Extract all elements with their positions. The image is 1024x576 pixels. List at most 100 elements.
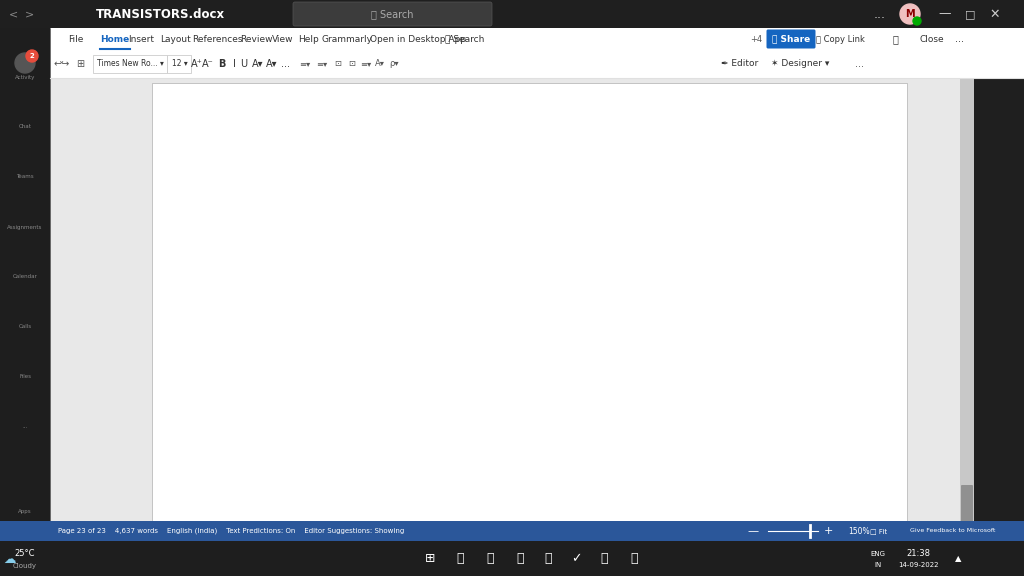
- Text: Open in Desktop App: Open in Desktop App: [370, 35, 466, 44]
- FancyBboxPatch shape: [152, 83, 907, 547]
- Text: 💬: 💬: [600, 552, 608, 566]
- Text: >: >: [26, 9, 35, 19]
- Text: For a certain BJT, β = 50, Iᴄᴇᴏ = 3 μA and Iᴄ = 1.2 mA.  Find Iᴇ and Iᴇ.: For a certain BJT, β = 50, Iᴄᴇᴏ = 3 μA a…: [232, 253, 603, 263]
- FancyBboxPatch shape: [50, 556, 1024, 576]
- Text: <: <: [9, 9, 18, 19]
- Text: ...: ...: [23, 425, 28, 430]
- Text: Help: Help: [18, 544, 32, 548]
- Text: ≡▾: ≡▾: [316, 59, 328, 69]
- FancyBboxPatch shape: [0, 521, 1024, 541]
- Text: View: View: [272, 35, 294, 44]
- Text: 1.: 1.: [184, 157, 194, 166]
- Text: ...: ...: [874, 7, 886, 21]
- Text: current (a) 0 and (b) 40 μA.: current (a) 0 and (b) 40 μA.: [232, 305, 377, 314]
- Text: 🔗 Copy Link: 🔗 Copy Link: [815, 35, 864, 44]
- Text: Insert: Insert: [128, 35, 154, 44]
- Text: 8.: 8.: [184, 401, 194, 411]
- Text: 6.: 6.: [184, 328, 194, 336]
- Text: 🔍: 🔍: [457, 552, 464, 566]
- Circle shape: [15, 53, 35, 73]
- FancyBboxPatch shape: [0, 541, 1024, 576]
- Text: ✶ Designer ▾: ✶ Designer ▾: [771, 59, 829, 69]
- Text: ✓: ✓: [570, 552, 582, 566]
- Text: 125, then what is its collector cutoff current Iᴄᴇᴏ?: 125, then what is its collector cutoff c…: [232, 342, 496, 351]
- Text: IN: IN: [874, 562, 882, 568]
- Text: A⁺: A⁺: [191, 59, 203, 69]
- FancyBboxPatch shape: [50, 28, 1024, 78]
- FancyBboxPatch shape: [767, 29, 815, 48]
- FancyBboxPatch shape: [0, 0, 1024, 28]
- Text: Page 23 of 23    4,637 words    English (India)    Text Predictions: On    Edito: Page 23 of 23 4,637 words English (India…: [58, 528, 404, 535]
- Text: Layout: Layout: [160, 35, 190, 44]
- Text: and then find the percentage of error.: and then find the percentage of error.: [232, 231, 431, 240]
- Circle shape: [913, 17, 921, 25]
- Text: ρ▾: ρ▾: [389, 59, 398, 69]
- FancyBboxPatch shape: [293, 2, 492, 26]
- Text: File: File: [68, 35, 83, 44]
- Text: ✕: ✕: [990, 7, 1000, 21]
- Text: ↩↪: ↩↪: [54, 59, 70, 69]
- FancyBboxPatch shape: [0, 28, 50, 576]
- Text: ⊞: ⊞: [425, 552, 435, 566]
- Text: 150%: 150%: [855, 562, 877, 570]
- Text: A⁻: A⁻: [202, 59, 214, 69]
- Text: 🔒 Share: 🔒 Share: [772, 35, 810, 44]
- Text: emitter current increases from 15 mA to 20 mA.  Find αₐᴄ and βₐᴄ values.: emitter current increases from 15 mA to …: [232, 379, 617, 388]
- Text: 4.: 4.: [184, 253, 194, 263]
- Text: I: I: [232, 59, 236, 69]
- Text: +: +: [823, 526, 833, 536]
- Text: Home: Home: [100, 35, 129, 44]
- Text: In a transistor circuit, when the base current is increased from 0.32 mA to 0.48: In a transistor circuit, when the base c…: [232, 365, 695, 373]
- Text: Close: Close: [920, 35, 944, 44]
- Text: ≡▾: ≡▾: [360, 59, 372, 69]
- Text: A Ge transistor with β = 100 has base-to-collector leakage current of 5 μA.  If : A Ge transistor with β = 100 has base-to…: [232, 276, 662, 285]
- FancyBboxPatch shape: [93, 55, 167, 73]
- Text: 5.: 5.: [184, 276, 194, 285]
- Text: M: M: [905, 9, 914, 19]
- Text: Review: Review: [240, 35, 272, 44]
- Text: transistor is connected in common-emitter operation, find the collector current : transistor is connected in common-emitte…: [232, 290, 695, 300]
- Text: 14-09-2022: 14-09-2022: [898, 562, 938, 568]
- Text: Grammarly: Grammarly: [322, 35, 373, 44]
- Text: Assignments: Assignments: [7, 225, 43, 229]
- Text: 7.: 7.: [184, 365, 194, 373]
- Text: 📱: 📱: [630, 552, 638, 566]
- Text: A Ge Transistor has collector current of 51 mA when the base current is 0.4 mA. : A Ge Transistor has collector current of…: [232, 328, 692, 336]
- FancyBboxPatch shape: [167, 55, 191, 73]
- Text: Give Feedback to Microsoft: Give Feedback to Microsoft: [910, 529, 995, 533]
- Text: Calls: Calls: [18, 324, 32, 329]
- Text: B: B: [218, 59, 225, 69]
- Text: Give Feedback to Microsoft: Give Feedback to Microsoft: [920, 563, 1006, 569]
- Text: A transistor with α = 0.98 and Iᴄᴇᴏ = 5 μA has Iᴇ = 100 μA.  Find Iᴄ and Iᴇ.: A transistor with α = 0.98 and Iᴄᴇᴏ = 5 …: [232, 401, 630, 411]
- Text: U: U: [241, 59, 248, 69]
- Text: Teams: Teams: [16, 175, 34, 180]
- Text: 📁: 📁: [516, 552, 523, 566]
- Text: —: —: [748, 526, 759, 536]
- Text: ENG: ENG: [870, 551, 886, 557]
- Text: □: □: [965, 9, 975, 19]
- Text: +: +: [824, 559, 836, 573]
- Text: Page 23 of 23    4,637 words    English (India)    Text Predictions: On    Edito: Page 23 of 23 4,637 words English (India…: [58, 563, 404, 569]
- Text: +4: +4: [750, 35, 762, 44]
- Text: Calendar: Calendar: [12, 275, 38, 279]
- Circle shape: [900, 4, 920, 24]
- Text: A BJT has α = 0.99, Iᴄ = 25 μA and Iᴄᴇᴏ = 200 nA.  Find the collector current.: A BJT has α = 0.99, Iᴄ = 25 μA and Iᴄᴇᴏ …: [232, 194, 644, 203]
- FancyBboxPatch shape: [50, 78, 961, 551]
- Text: —: —: [939, 7, 951, 21]
- Text: Times New Ro... ▾: Times New Ro... ▾: [96, 59, 164, 69]
- Text: Help: Help: [298, 35, 318, 44]
- Text: 25°C: 25°C: [14, 550, 35, 559]
- FancyBboxPatch shape: [50, 546, 1024, 556]
- Text: ⊡: ⊡: [348, 59, 355, 69]
- Text: ⊡: ⊡: [335, 59, 341, 69]
- Text: In pnp transistor circuit, the ammeter reads the base current as 16 μA.  If the : In pnp transistor circuit, the ammeter r…: [232, 157, 684, 166]
- Text: □ Fit: □ Fit: [880, 563, 897, 569]
- Text: ▲: ▲: [954, 555, 962, 563]
- Text: TRANSISTORS.docx: TRANSISTORS.docx: [95, 7, 224, 21]
- Text: 150%: 150%: [848, 526, 869, 536]
- Text: For problem 2, find the emitter current.  Also find the emitter current by negle: For problem 2, find the emitter current.…: [232, 217, 699, 225]
- Text: current is 1.618 mA, determine the collector current.: current is 1.618 mA, determine the colle…: [232, 172, 513, 180]
- Text: 💬: 💬: [892, 34, 898, 44]
- Text: 🔍 Search: 🔍 Search: [445, 35, 484, 44]
- FancyBboxPatch shape: [961, 485, 973, 532]
